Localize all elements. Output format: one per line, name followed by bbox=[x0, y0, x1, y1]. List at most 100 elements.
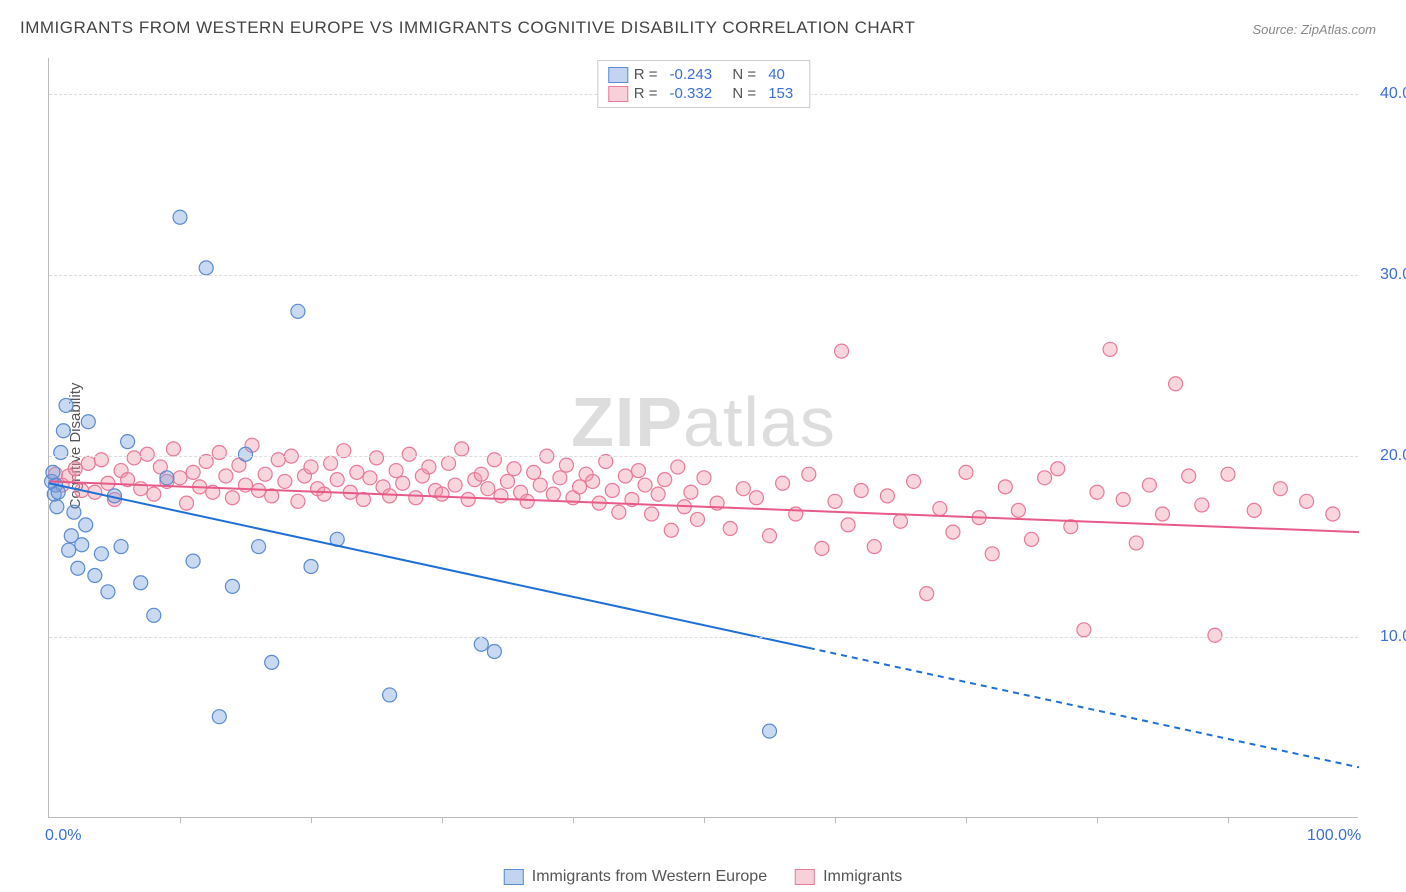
y-tick-label: 30.0% bbox=[1362, 266, 1406, 284]
data-point-pink bbox=[736, 482, 750, 496]
x-tick-mark bbox=[1228, 817, 1229, 823]
data-point-pink bbox=[664, 523, 678, 537]
data-point-pink bbox=[959, 465, 973, 479]
bottom-legend-label: Immigrants bbox=[823, 868, 902, 886]
y-tick-label: 40.0% bbox=[1362, 85, 1406, 103]
gridline-h bbox=[49, 456, 1358, 457]
data-point-pink bbox=[225, 491, 239, 505]
trendline-blue bbox=[49, 483, 809, 648]
data-point-pink bbox=[632, 464, 646, 478]
legend-r-label: R = bbox=[634, 85, 658, 102]
data-point-blue bbox=[59, 398, 73, 412]
chart-title: IMMIGRANTS FROM WESTERN EUROPE VS IMMIGR… bbox=[20, 18, 915, 38]
data-point-pink bbox=[684, 485, 698, 499]
data-point-pink bbox=[1038, 471, 1052, 485]
data-point-pink bbox=[350, 465, 364, 479]
series-legend: Immigrants from Western Europe Immigrants bbox=[504, 868, 902, 886]
data-point-blue bbox=[81, 415, 95, 429]
data-point-pink bbox=[998, 480, 1012, 494]
data-point-pink bbox=[271, 453, 285, 467]
data-point-pink bbox=[854, 483, 868, 497]
data-point-blue bbox=[56, 424, 70, 438]
x-tick-mark bbox=[573, 817, 574, 823]
x-tick-mark bbox=[442, 817, 443, 823]
data-point-pink bbox=[1156, 507, 1170, 521]
data-point-pink bbox=[546, 487, 560, 501]
data-point-pink bbox=[81, 456, 95, 470]
data-point-pink bbox=[140, 447, 154, 461]
x-tick-mark bbox=[1097, 817, 1098, 823]
data-point-pink bbox=[442, 456, 456, 470]
legend-r-value: -0.243 bbox=[664, 66, 719, 83]
legend-swatch-blue bbox=[504, 869, 524, 885]
data-point-pink bbox=[461, 493, 475, 507]
data-point-pink bbox=[651, 487, 665, 501]
data-point-pink bbox=[1221, 467, 1235, 481]
data-point-pink bbox=[1011, 503, 1025, 517]
data-point-pink bbox=[867, 540, 881, 554]
data-point-pink bbox=[880, 489, 894, 503]
data-point-pink bbox=[815, 541, 829, 555]
data-point-pink bbox=[841, 518, 855, 532]
data-point-pink bbox=[481, 482, 495, 496]
bottom-legend-item-blue: Immigrants from Western Europe bbox=[504, 868, 767, 886]
x-tick-mark bbox=[311, 817, 312, 823]
data-point-pink bbox=[1025, 532, 1039, 546]
data-point-blue bbox=[474, 637, 488, 651]
data-point-blue bbox=[186, 554, 200, 568]
data-point-blue bbox=[62, 543, 76, 557]
data-point-blue bbox=[252, 540, 266, 554]
data-point-pink bbox=[94, 453, 108, 467]
data-point-blue bbox=[67, 505, 81, 519]
data-point-pink bbox=[166, 442, 180, 456]
data-point-pink bbox=[894, 514, 908, 528]
data-point-pink bbox=[533, 478, 547, 492]
data-point-blue bbox=[173, 210, 187, 224]
data-point-pink bbox=[389, 464, 403, 478]
data-point-blue bbox=[121, 435, 135, 449]
data-point-pink bbox=[304, 460, 318, 474]
data-point-pink bbox=[527, 465, 541, 479]
data-point-pink bbox=[501, 474, 515, 488]
data-point-blue bbox=[291, 304, 305, 318]
data-point-pink bbox=[127, 451, 141, 465]
data-point-pink bbox=[573, 480, 587, 494]
data-point-pink bbox=[258, 467, 272, 481]
data-point-blue bbox=[160, 471, 174, 485]
legend-r-value: -0.332 bbox=[664, 85, 719, 102]
source-attribution: Source: ZipAtlas.com bbox=[1252, 22, 1376, 37]
data-point-pink bbox=[828, 494, 842, 508]
data-point-pink bbox=[1208, 628, 1222, 642]
data-point-blue bbox=[212, 710, 226, 724]
data-point-blue bbox=[75, 538, 89, 552]
data-point-pink bbox=[723, 521, 737, 535]
chart-svg bbox=[49, 58, 1358, 817]
data-point-pink bbox=[559, 458, 573, 472]
data-point-blue bbox=[51, 485, 65, 499]
data-point-pink bbox=[907, 474, 921, 488]
bottom-legend-label: Immigrants from Western Europe bbox=[532, 868, 767, 886]
data-point-pink bbox=[278, 474, 292, 488]
data-point-blue bbox=[199, 261, 213, 275]
data-point-pink bbox=[363, 471, 377, 485]
data-point-pink bbox=[324, 456, 338, 470]
gridline-h bbox=[49, 275, 1358, 276]
x-tick-mark bbox=[704, 817, 705, 823]
data-point-pink bbox=[1116, 493, 1130, 507]
data-point-pink bbox=[291, 494, 305, 508]
data-point-blue bbox=[71, 561, 85, 575]
data-point-pink bbox=[370, 451, 384, 465]
data-point-pink bbox=[68, 462, 82, 476]
data-point-pink bbox=[1103, 342, 1117, 356]
data-point-blue bbox=[88, 569, 102, 583]
x-tick-label: 0.0% bbox=[45, 827, 81, 845]
data-point-pink bbox=[422, 460, 436, 474]
plot-area: ZIPatlas R = -0.243 N = 40R = -0.332 N =… bbox=[48, 58, 1358, 818]
data-point-pink bbox=[173, 471, 187, 485]
gridline-h bbox=[49, 637, 1358, 638]
data-point-blue bbox=[54, 445, 68, 459]
legend-n-label: N = bbox=[724, 85, 756, 102]
legend-row-pink: R = -0.332 N = 153 bbox=[608, 84, 799, 103]
data-point-pink bbox=[1300, 494, 1314, 508]
data-point-pink bbox=[520, 494, 534, 508]
